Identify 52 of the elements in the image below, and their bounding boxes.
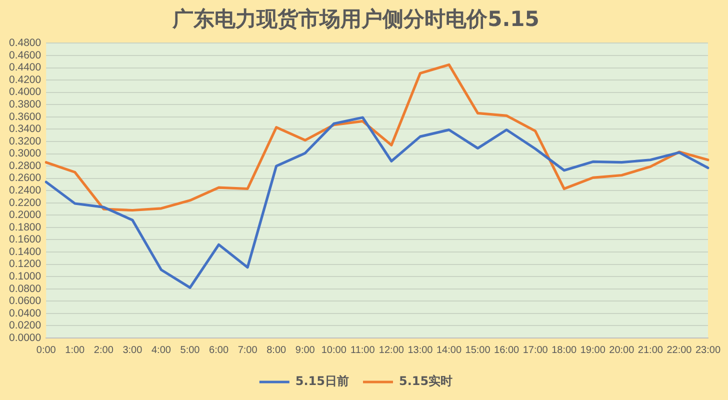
y-tick-label: 0.4800 (8, 37, 42, 50)
y-tick-label: 0.3600 (8, 110, 42, 123)
y-tick-label: 0.1400 (8, 246, 42, 258)
x-tick-label: 10:00 (321, 344, 347, 356)
x-tick-label: 15:00 (465, 344, 491, 356)
y-tick-label: 0.1800 (8, 221, 42, 234)
x-tick-label: 4:00 (151, 344, 172, 356)
y-tick-label: 0.0400 (8, 307, 42, 320)
y-tick-label: 0.0600 (8, 295, 42, 308)
x-tick-label: 20:00 (609, 344, 635, 356)
y-tick-label: 0.3400 (8, 123, 42, 136)
y-tick-label: 0.2200 (8, 196, 42, 209)
x-tick-label: 5:00 (180, 344, 200, 356)
x-tick-label: 11:00 (350, 344, 376, 356)
x-tick-label: 21:00 (638, 344, 664, 356)
y-tick-label: 0.3000 (8, 148, 42, 160)
y-tick-label: 0.1200 (8, 258, 42, 270)
x-tick-label: 9:00 (295, 344, 316, 356)
y-tick-label: 0.4200 (8, 74, 42, 86)
chart-title: 广东电力现货市场用户侧分时电价5.15 (172, 7, 540, 32)
x-tick-label: 12:00 (378, 344, 404, 356)
legend-label: 5.15实时 (399, 374, 453, 388)
y-tick-label: 0.0000 (8, 332, 42, 344)
x-tick-label: 13:00 (408, 344, 434, 356)
y-tick-label: 0.2600 (8, 172, 42, 184)
y-tick-label: 0.2800 (8, 160, 42, 172)
x-tick-label: 23:00 (695, 344, 721, 356)
y-tick-label: 0.3200 (8, 135, 42, 148)
x-tick-label: 1:00 (65, 344, 86, 356)
y-tick-label: 0.0200 (8, 320, 42, 332)
x-tick-label: 17:00 (522, 344, 548, 356)
x-tick-label: 3:00 (122, 344, 143, 356)
x-tick-label: 19:00 (580, 344, 606, 356)
x-tick-label: 7:00 (238, 344, 258, 356)
y-tick-label: 0.2000 (8, 209, 42, 222)
y-tick-label: 0.2400 (8, 184, 42, 196)
x-tick-label: 18:00 (552, 344, 578, 356)
y-tick-label: 0.4400 (8, 62, 42, 74)
x-tick-label: 0:00 (36, 344, 56, 356)
y-tick-label: 0.3800 (8, 98, 42, 111)
x-tick-label: 14:00 (436, 344, 462, 356)
x-tick-label: 2:00 (94, 344, 114, 356)
y-tick-label: 0.1000 (8, 270, 42, 282)
x-tick-label: 6:00 (209, 344, 229, 356)
x-tick-label: 22:00 (666, 344, 692, 356)
x-tick-label: 8:00 (266, 344, 287, 356)
x-tick-label: 16:00 (494, 344, 520, 356)
y-tick-label: 0.4600 (8, 49, 42, 62)
y-tick-label: 0.1600 (8, 234, 42, 246)
y-tick-label: 0.4000 (8, 86, 42, 98)
y-tick-label: 0.0800 (8, 282, 42, 295)
legend-label: 5.15日前 (295, 374, 349, 388)
